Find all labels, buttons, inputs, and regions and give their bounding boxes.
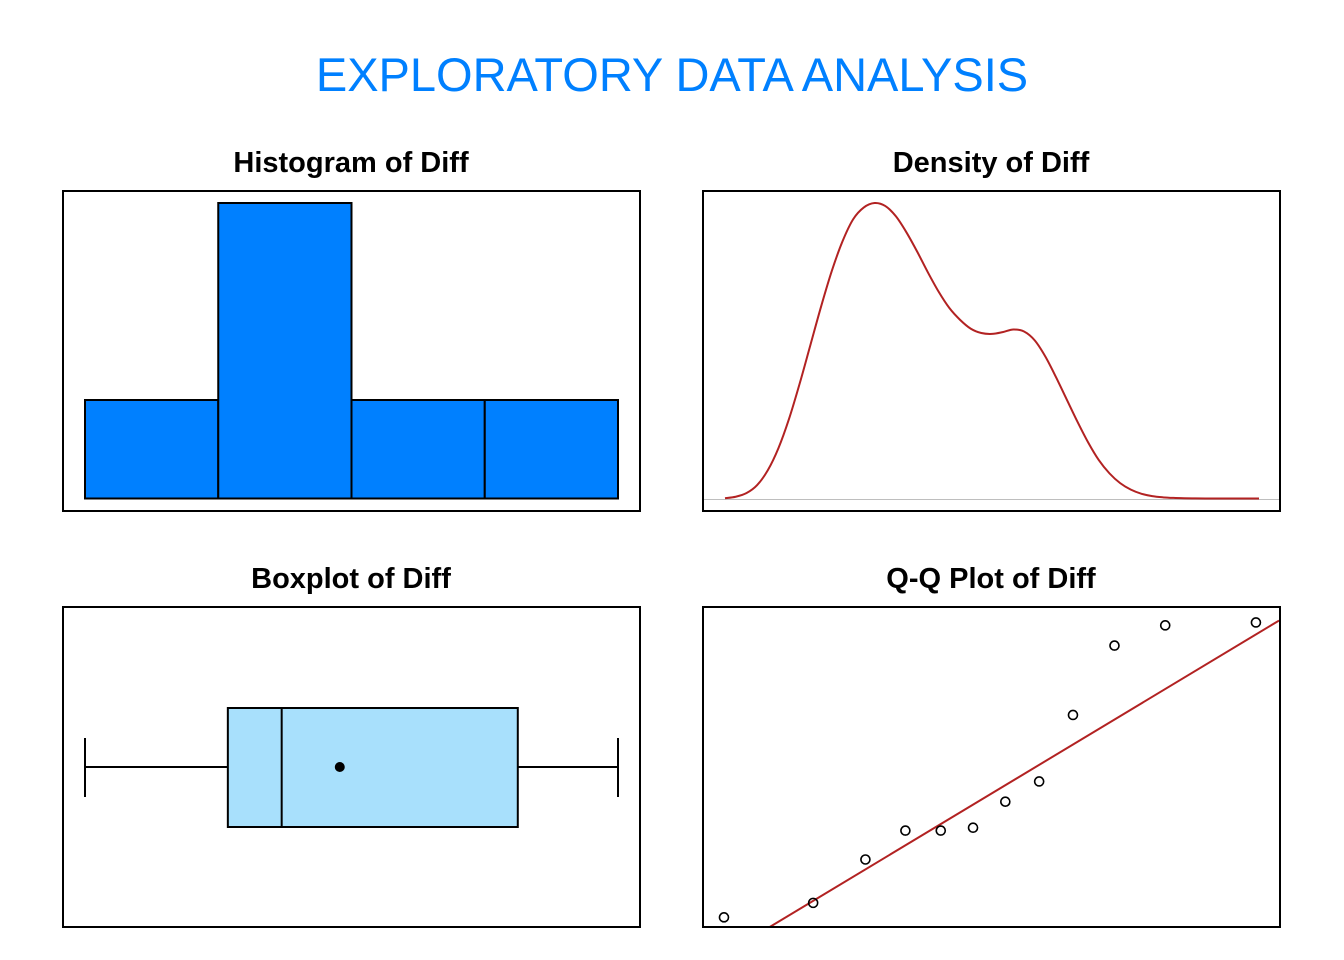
qq-point [807,897,819,909]
density-curve [724,201,1259,500]
qq-point [967,822,979,834]
histogram-bar [84,399,220,500]
qq-title: Q-Q Plot of Diff [886,563,1096,595]
qq-point [1067,709,1079,721]
qq-reference-line [769,619,1279,926]
boxplot-title: Boxplot of Diff [251,563,451,595]
boxplot-box [226,707,519,828]
qq-point [860,854,871,865]
histogram-bar [217,202,353,500]
density-panel: Density of Diff [702,147,1281,512]
boxplot-mean-marker [334,762,345,772]
qq-point [1250,617,1262,628]
histogram-bar [350,399,486,500]
qq-point [1000,796,1011,807]
qq-point [900,825,911,836]
histogram-frame [62,190,641,512]
qq-panel: Q-Q Plot of Diff [702,563,1281,928]
qq-point [935,825,947,836]
qq-point [1109,640,1120,651]
qq-frame [702,606,1281,928]
qq-point [1159,620,1171,631]
boxplot-marks [84,707,619,828]
qq-point [1033,776,1045,787]
main-title: EXPLORATORY DATA ANALYSIS [316,48,1028,101]
histogram-panel: Histogram of Diff [62,147,641,512]
histogram-bars [84,202,619,500]
histogram-bar [483,399,619,500]
histogram-title: Histogram of Diff [233,147,469,179]
density-frame [702,190,1281,512]
boxplot-panel: Boxplot of Diff [62,563,641,928]
boxplot-frame [62,606,641,928]
qq-point [718,912,730,923]
qq-marks [718,617,1279,926]
density-title: Density of Diff [893,147,1090,179]
